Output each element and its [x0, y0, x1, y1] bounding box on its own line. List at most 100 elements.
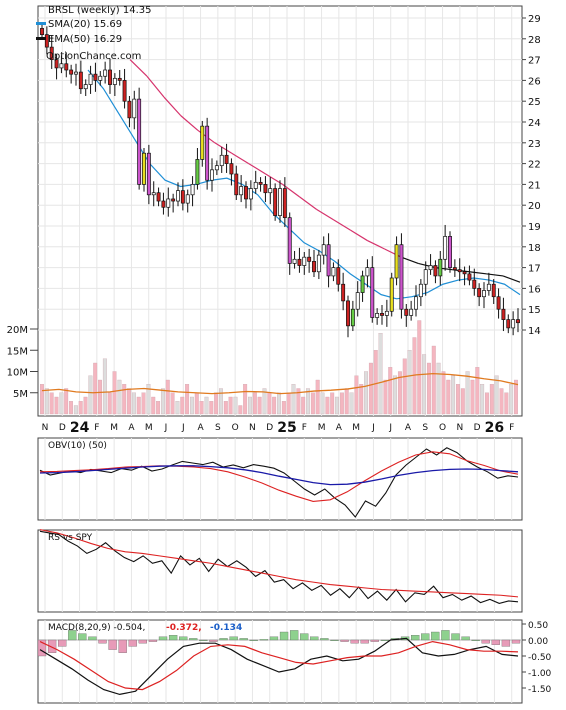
candle-body [360, 275, 365, 293]
x-tick-label: D [474, 423, 481, 433]
ema-segment [469, 271, 487, 275]
candle-body [117, 77, 122, 81]
macd-histogram-bar [491, 639, 500, 645]
volume-bar [499, 388, 504, 415]
volume-bar [44, 388, 49, 415]
price-tick-label: 15 [528, 305, 541, 316]
rs-ma-line [39, 529, 519, 598]
volume-bar [393, 375, 398, 415]
x-tick-label: 25 [277, 420, 296, 436]
x-tick-label: F [509, 423, 514, 433]
volume-bar [127, 388, 132, 415]
volume-bar [160, 388, 165, 415]
macd-panel-label: MACD(8,20,9) -0.504, [48, 623, 145, 633]
macd-histogram-bar [148, 639, 158, 642]
x-tick-label: N [249, 423, 256, 433]
candle-body [496, 296, 501, 310]
volume-bar [267, 392, 272, 415]
volume-bar [219, 388, 223, 415]
volume-bar [59, 392, 64, 415]
candle-body [404, 308, 409, 316]
candle-body [108, 69, 112, 85]
candle-body [516, 319, 520, 324]
volume-bar [494, 375, 499, 415]
candle-body [234, 173, 239, 196]
candle-body [331, 267, 336, 277]
volume-bar [228, 396, 233, 415]
volume-bar [209, 401, 214, 415]
volume-bar [141, 392, 146, 415]
volume-bar [180, 396, 185, 415]
candle-body [370, 267, 375, 318]
macd-histogram-bar [249, 639, 258, 641]
x-tick-label: J [164, 423, 168, 433]
volume-bar [291, 384, 296, 415]
candle-body [44, 34, 49, 48]
candle-body [176, 190, 180, 202]
macd-histogram-bar [219, 638, 228, 641]
x-tick-label: S [422, 423, 428, 433]
candle-body [195, 159, 200, 185]
macd-histogram-bar [410, 635, 420, 641]
ema-segment [180, 115, 199, 131]
volume-bar [49, 392, 54, 415]
macd-histogram-bar [441, 630, 450, 641]
candle-body [88, 73, 93, 85]
price-tick-label: 18 [528, 243, 541, 254]
macd-histogram-bar [511, 639, 521, 644]
candle-body [346, 300, 350, 327]
candle-body [448, 236, 452, 268]
macd-tick-label: 0.00 [528, 637, 548, 647]
x-tick-label: A [197, 423, 204, 433]
volume-bar [475, 367, 480, 415]
candle-body [316, 254, 321, 273]
x-tick-label: J [388, 423, 392, 433]
macd-histogram-bar [451, 633, 460, 641]
candle-body [297, 258, 302, 266]
candle-body [365, 267, 370, 277]
volume-bar [151, 396, 156, 415]
candle-body [210, 169, 214, 181]
macd-histogram-bar [320, 638, 329, 641]
candle-body [384, 310, 389, 316]
candle-body [268, 188, 273, 194]
volume-bar [146, 384, 151, 415]
ema-segment [502, 275, 521, 283]
candle-body [491, 283, 496, 298]
candle-body [64, 63, 69, 71]
volume-bar [165, 379, 170, 415]
candle-body [146, 152, 151, 196]
candle-body [74, 71, 78, 75]
volume-bar [185, 384, 190, 415]
volume-bar [136, 396, 141, 415]
volume-bar [214, 392, 219, 415]
candle-body [83, 84, 88, 90]
volume-bar [223, 401, 228, 415]
macd-histogram-bar [481, 639, 490, 644]
candle-body [54, 59, 59, 69]
volume-bar [117, 379, 122, 415]
price-tick-label: 21 [528, 180, 541, 191]
volume-bar [489, 384, 494, 415]
volume-bar [252, 392, 257, 415]
candle-body [180, 190, 185, 204]
candle-body [355, 292, 360, 310]
x-tick-label: A [336, 423, 343, 433]
price-tick-label: 29 [528, 14, 541, 25]
macd-histogram-bar [310, 636, 319, 641]
candle-body [321, 244, 326, 256]
candle-body [336, 267, 341, 285]
macd-histogram-bar [199, 639, 208, 641]
x-tick-label: D [266, 423, 273, 433]
price-tick-label: 17 [528, 264, 541, 275]
macd-histogram-bar [431, 631, 440, 641]
x-tick-label: F [94, 423, 99, 433]
candle-body [69, 69, 74, 75]
volume-bar [248, 396, 252, 415]
candle-body [278, 188, 282, 216]
volume-bar [107, 392, 112, 415]
x-tick-label: A [128, 423, 135, 433]
macd-histogram-bar [229, 636, 238, 641]
volume-bar [122, 384, 127, 415]
